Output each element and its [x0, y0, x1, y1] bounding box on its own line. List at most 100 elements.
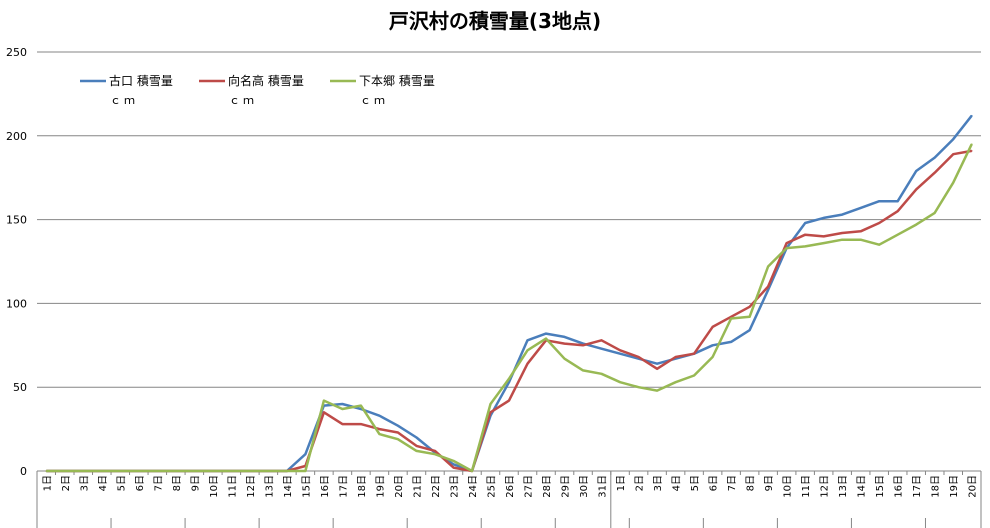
- series-lines: [45, 114, 973, 473]
- data-point: [563, 357, 566, 360]
- data-point: [600, 339, 603, 342]
- data-point: [804, 233, 806, 236]
- x-tick-label: 17日: [338, 475, 349, 498]
- data-point: [193, 470, 196, 472]
- x-tick-label: 11日: [227, 475, 238, 498]
- x-tick-label: 11日: [801, 475, 812, 498]
- x-tick-label: 1日: [616, 475, 627, 491]
- legend-label: 古口 積雪量: [109, 73, 173, 88]
- legend-unit: ｃｍ: [110, 94, 138, 107]
- x-tick-label: 15日: [301, 475, 312, 498]
- x-tick-label: 28日: [542, 475, 553, 498]
- chart-title: 戸沢村の積雪量(3地点): [389, 9, 601, 33]
- data-point: [933, 156, 936, 159]
- data-point: [952, 138, 955, 140]
- data-point: [304, 453, 307, 456]
- y-tick-label: 150: [6, 214, 27, 227]
- x-tick-label: 2日: [635, 475, 646, 491]
- y-tick-label: 200: [6, 130, 27, 143]
- data-point: [841, 213, 843, 216]
- data-point: [360, 408, 362, 410]
- data-point: [415, 445, 418, 447]
- x-tick-label: 12日: [820, 475, 831, 498]
- data-point: [267, 470, 270, 472]
- data-point: [45, 470, 48, 472]
- x-tick-label: 3日: [79, 475, 90, 491]
- data-point: [933, 212, 936, 214]
- x-tick-label: 13日: [264, 475, 275, 498]
- data-point: [970, 143, 973, 145]
- data-point: [526, 349, 529, 352]
- data-point: [341, 408, 344, 410]
- data-point: [711, 326, 714, 328]
- legend-label: 向名高 積雪量: [228, 73, 304, 88]
- x-axis: 1日 2日 3日 4日 5日 6日 7日 8日 9日 10日 11日 12日 13日 14日 15日 16日 1…: [36, 470, 982, 528]
- x-tick-label: 4日: [98, 475, 109, 491]
- data-point: [600, 372, 603, 375]
- data-point: [730, 317, 732, 320]
- data-point: [822, 217, 825, 219]
- data-point: [767, 285, 769, 288]
- x-tick-label: 9日: [764, 475, 775, 491]
- data-point: [841, 238, 843, 241]
- data-point: [378, 428, 381, 430]
- data-point: [656, 362, 658, 365]
- x-tick-label: 29日: [561, 475, 572, 498]
- data-point: [63, 470, 66, 472]
- data-point: [545, 337, 547, 340]
- data-point: [915, 170, 918, 172]
- data-point: [471, 470, 473, 472]
- data-point: [452, 463, 455, 466]
- x-tick-label: 2日: [61, 475, 72, 491]
- data-point: [674, 381, 677, 383]
- x-tick-label: 27日: [524, 475, 535, 498]
- x-tick-label: 14日: [857, 475, 868, 498]
- data-point: [526, 339, 529, 342]
- data-point: [859, 238, 862, 241]
- x-tick-label: 18日: [931, 475, 942, 498]
- data-point: [896, 210, 899, 213]
- x-tick-label: 12日: [246, 475, 257, 498]
- data-point: [878, 243, 880, 246]
- data-point: [896, 200, 899, 202]
- data-point: [656, 367, 658, 370]
- x-tick-label: 6日: [135, 475, 146, 491]
- data-point: [841, 232, 843, 234]
- data-point: [452, 460, 455, 462]
- data-point: [878, 222, 880, 224]
- data-point: [656, 389, 658, 392]
- y-axis: 0 50 100 150 200 250: [6, 46, 27, 478]
- data-point: [563, 342, 566, 345]
- data-point: [249, 470, 251, 472]
- data-point: [693, 374, 695, 377]
- data-point: [286, 470, 288, 472]
- data-point: [804, 222, 806, 224]
- data-point: [952, 181, 955, 184]
- data-point: [582, 369, 584, 372]
- x-tick-label: 24日: [468, 475, 479, 498]
- data-point: [100, 470, 103, 472]
- data-point: [397, 424, 399, 427]
- data-point: [785, 242, 788, 244]
- data-point: [397, 431, 399, 434]
- series-line-0: [46, 114, 973, 473]
- data-point: [545, 332, 547, 335]
- data-point: [508, 399, 510, 402]
- data-point: [693, 352, 695, 355]
- data-point: [452, 466, 455, 469]
- x-tick-label: 22日: [431, 475, 442, 498]
- x-tick-label: 7日: [727, 475, 738, 491]
- x-tick-label: 8日: [746, 475, 757, 491]
- data-point: [952, 153, 955, 156]
- series-points-2: [45, 143, 973, 472]
- x-tick-label: 13日: [838, 475, 849, 498]
- x-tick-label: 20日: [968, 475, 979, 498]
- x-tick-label: 5日: [690, 475, 701, 491]
- data-point: [822, 235, 825, 238]
- data-point: [767, 289, 769, 291]
- data-point: [360, 423, 362, 425]
- data-point: [915, 188, 918, 191]
- data-point: [730, 341, 732, 343]
- y-tick-label: 250: [6, 46, 27, 59]
- data-point: [822, 242, 825, 244]
